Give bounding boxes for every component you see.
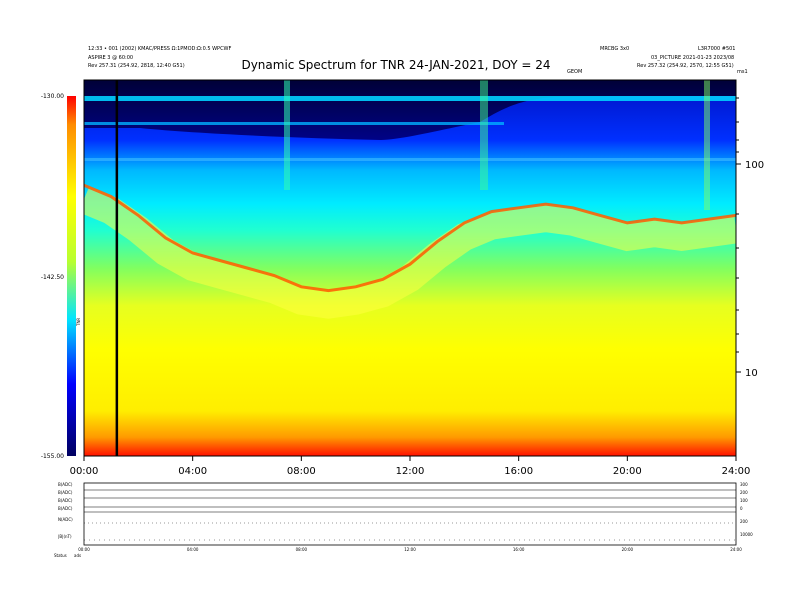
- lower-label-6: |B|(nT): [58, 534, 72, 539]
- lower-label-3: B(ADC): [58, 498, 73, 503]
- y-minor-ticks: [736, 97, 739, 353]
- footer-ads: ads: [74, 553, 81, 558]
- x-axis: 00:00 04:00 08:00 12:00 16:00 20:00 24:00: [70, 456, 751, 477]
- header-right-line2: 03_PICTURE 2021-01-23 2023/08: [651, 55, 735, 61]
- lower-label-5: N(ADC): [58, 517, 73, 522]
- header-left-line3: Rev 257.31 (254.92, 2818, 12:40 G51): [88, 63, 185, 69]
- plasma-band: [84, 186, 736, 319]
- lower-x-tick-label: 00:00: [78, 547, 90, 552]
- burst-0730: [284, 80, 290, 190]
- colorbar-tick-mid: -142.50: [41, 274, 64, 281]
- lower-label-4: B(ADC): [58, 506, 73, 511]
- header-left-line2: ASPIRE 3 @ 60:00: [88, 55, 134, 61]
- x-tick-label: 12:00: [396, 466, 425, 477]
- lower-right-tick-1: 300: [740, 482, 748, 487]
- colorbar-tick-top: -130.00: [41, 93, 64, 100]
- lower-label-1: B(ADC): [58, 482, 73, 487]
- chart-title: Dynamic Spectrum for TNR 24-JAN-2021, DO…: [241, 58, 551, 72]
- lower-right-tick-3: 100: [740, 498, 748, 503]
- lower-right-tick-6: 10000: [740, 532, 753, 537]
- y-right-tick-100: 100: [745, 160, 764, 171]
- footer-status: Status: [54, 553, 67, 558]
- lower-x-tick-label: 04:00: [187, 547, 199, 552]
- lower-x-axis: 00:00 04:00 08:00 12:00 16:00 20:00 24:00: [78, 547, 742, 552]
- x-tick-label: 08:00: [287, 466, 316, 477]
- lower-x-tick-label: 24:00: [730, 547, 742, 552]
- lower-x-tick-label: 20:00: [622, 547, 634, 552]
- lower-x-tick-label: 12:00: [404, 547, 416, 552]
- marker-line: [115, 80, 119, 456]
- header-right-id: L3R7000 #501: [698, 46, 736, 52]
- header-right-line1: MRCBG 3x0: [600, 46, 630, 52]
- x-tick-label: 24:00: [722, 466, 751, 477]
- x-tick-label: 20:00: [613, 466, 642, 477]
- header-right-line3: Rev 257.32 (254.92, 2570, 12:55 G51): [637, 63, 734, 69]
- colorbar-tick-bottom: -155.00: [41, 453, 64, 460]
- x-tick-label: 16:00: [504, 466, 533, 477]
- y-right-tick-10: 10: [745, 368, 758, 379]
- colorbar-label: TNR: [76, 318, 81, 327]
- x-tick-label: 04:00: [178, 466, 207, 477]
- lower-label-2: B(ADC): [58, 490, 73, 495]
- lower-right-tick-4: 0: [740, 506, 743, 511]
- lower-right-tick-2: 200: [740, 490, 748, 495]
- burst-2310: [704, 80, 710, 210]
- lower-x-tick-label: 08:00: [296, 547, 308, 552]
- lower-panel-frame: [83, 482, 737, 546]
- burst-1445: [480, 80, 488, 190]
- cyan-stripe-2: [84, 122, 504, 125]
- header-tag-right: ms1: [737, 69, 748, 75]
- colorbar: [67, 96, 76, 456]
- lower-x-tick-label: 16:00: [513, 547, 525, 552]
- header-tag-center: GEOM: [567, 69, 583, 75]
- lower-right-tick-5: 200: [740, 519, 748, 524]
- cyan-stripe-1: [84, 96, 736, 101]
- blue-stripe: [84, 158, 736, 161]
- header-left-line1: 12:33 • 001 (2002) KMAC/PRESS Ω:1PMOD:Ω:…: [88, 46, 232, 52]
- x-tick-label: 00:00: [70, 466, 99, 477]
- plasma-line: [84, 183, 736, 293]
